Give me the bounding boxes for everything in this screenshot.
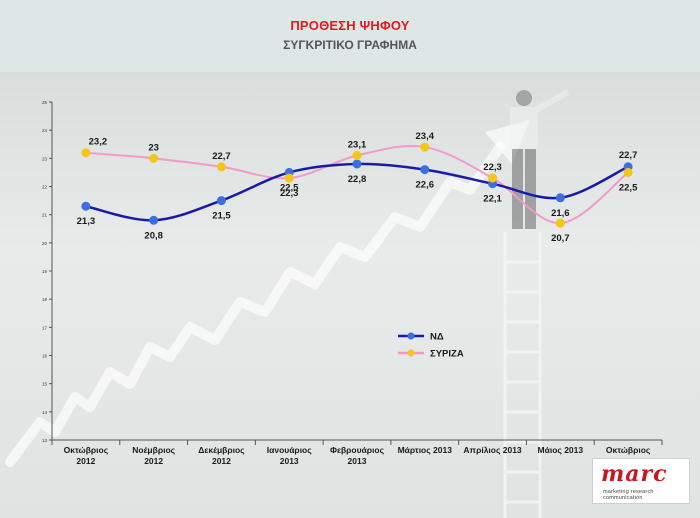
data-label-nd: 21,3 — [77, 216, 96, 227]
data-label-nd: 22,6 — [416, 180, 435, 191]
data-point-syriza — [149, 153, 159, 163]
x-tick-label: Μάρτιος 2013 — [398, 445, 453, 455]
x-tick-label: Δεκέμβριος 2012 — [198, 445, 245, 466]
x-tick-label: Οκτώβριος 2012 — [64, 445, 109, 466]
axes: 25 24 23 22 21 20 19 18 17 16 15 14 13 Οκτώβριος 2012 Ν… — [42, 100, 663, 466]
line-chart: 25 24 23 22 21 20 19 18 17 16 15 14 13 Οκτώβριος 2012 Ν… — [5, 89, 663, 518]
legend-label-nd: ΝΔ — [430, 332, 444, 343]
painter-figure-decoration — [510, 89, 570, 229]
data-point-syriza — [352, 151, 362, 161]
rising-arrow-decoration — [5, 142, 505, 467]
chart-subtitle: ΣΥΓΚΡΙΤΙΚΟ ΓΡΑΦΗΜΑ — [283, 38, 417, 52]
data-point-nd — [352, 159, 362, 169]
x-tick-label: Μάιος 2013 — [538, 445, 584, 455]
data-label-syriza: 23,2 — [89, 137, 108, 148]
chart-panel: 25 24 23 22 21 20 19 18 17 16 15 14 13 Οκτώβριος 2012 Ν… — [0, 72, 700, 518]
data-label-nd: 21,5 — [212, 211, 231, 222]
data-label-nd: 22,1 — [483, 194, 502, 205]
data-label-syriza: 23,4 — [416, 131, 435, 142]
chart-title: ΠΡΟΘΕΣΗ ΨΗΦΟΥ — [290, 18, 410, 33]
y-tick-label: 24 — [42, 128, 48, 133]
data-label-syriza: 23 — [148, 142, 159, 153]
data-point-nd — [81, 201, 91, 211]
data-label-nd: 22,8 — [348, 174, 367, 185]
data-label-nd: 22,5 — [280, 182, 299, 193]
marc-logo: marc marketing research communication — [592, 458, 690, 504]
background-illustration — [5, 89, 570, 518]
legend-marker-syriza — [407, 349, 415, 357]
data-label-syriza: 22,5 — [619, 182, 638, 193]
logo-tagline: marketing research communication — [603, 489, 654, 501]
data-label-syriza: 23,1 — [348, 140, 367, 151]
y-tick-label: 23 — [42, 156, 48, 161]
data-label-syriza: 22,7 — [212, 151, 231, 162]
x-tick-label: Νοέμβριος 2012 — [132, 445, 175, 466]
x-tick-label: Φεβρουάριος 2013 — [330, 445, 385, 466]
x-tick-label: Ιανουάριος 2013 — [267, 445, 312, 466]
y-tick-label: 20 — [42, 241, 48, 246]
data-point-syriza — [623, 167, 633, 177]
arrow-head-decoration — [485, 120, 530, 164]
data-point-syriza — [216, 162, 226, 172]
series-line-nd — [85, 162, 629, 222]
logo-word: marc — [601, 461, 668, 487]
x-tick-label: Απρίλιος 2013 — [463, 445, 522, 455]
series-layer: 21,3 20,8 21,5 22,5 22,8 22,6 22,1 21,6 22,7 23,2… — [77, 131, 638, 244]
y-tick-label: 13 — [42, 438, 48, 443]
data-label-nd: 20,8 — [144, 230, 163, 241]
data-point-syriza — [284, 173, 294, 183]
data-point-nd — [149, 215, 159, 225]
data-point-syriza — [555, 218, 565, 228]
data-label-nd: 21,6 — [551, 208, 570, 219]
data-label-syriza: 20,7 — [551, 233, 570, 244]
data-point-nd — [420, 165, 430, 175]
data-label-nd: 22,7 — [619, 150, 638, 161]
y-tick-label: 22 — [42, 185, 48, 190]
ladder-decoration — [503, 232, 542, 518]
legend-label-syriza: ΣΥΡΙΖΑ — [430, 349, 464, 360]
y-tick-label: 15 — [42, 382, 48, 387]
y-tick-label: 18 — [42, 297, 48, 302]
data-point-syriza — [488, 173, 498, 183]
legend-marker-nd — [407, 332, 415, 340]
data-point-nd — [216, 196, 226, 206]
y-tick-label: 16 — [42, 354, 48, 359]
header — [0, 0, 700, 72]
y-tick-label: 17 — [42, 325, 48, 330]
data-point-syriza — [81, 148, 91, 158]
y-tick-label: 14 — [42, 410, 48, 415]
y-tick-label: 21 — [42, 213, 48, 218]
y-tick-label: 25 — [42, 100, 48, 105]
data-point-syriza — [420, 142, 430, 152]
data-label-syriza: 22,3 — [280, 188, 299, 199]
legend: ΝΔ ΣΥΡΙΖΑ — [398, 332, 464, 360]
y-tick-label: 19 — [42, 269, 48, 274]
data-point-nd — [555, 193, 565, 203]
data-label-syriza: 22,3 — [483, 162, 502, 173]
